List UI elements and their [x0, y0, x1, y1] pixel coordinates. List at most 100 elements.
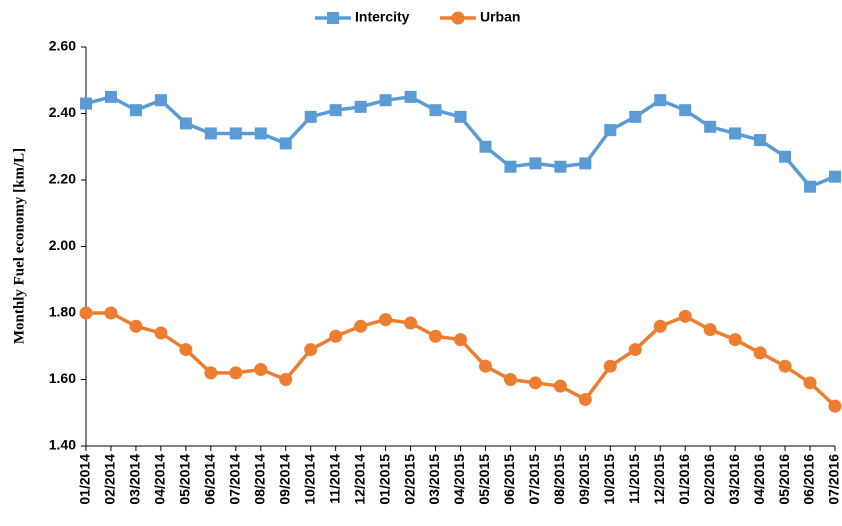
marker — [678, 309, 692, 323]
marker — [79, 306, 93, 320]
marker — [479, 140, 492, 153]
marker — [478, 359, 492, 373]
marker — [828, 399, 842, 413]
marker — [679, 104, 692, 117]
x-tick-label: 10/2015 — [601, 454, 617, 505]
marker — [80, 97, 92, 110]
marker — [578, 392, 592, 406]
marker — [279, 137, 292, 150]
marker — [703, 323, 717, 337]
series-line — [85, 95, 836, 189]
marker — [279, 373, 293, 386]
x-tick-label: 12/2014 — [351, 454, 367, 505]
marker — [504, 160, 517, 173]
marker — [653, 319, 667, 333]
x-tick-label: 08/2014 — [251, 454, 267, 505]
x-tick-label: 07/2015 — [526, 454, 542, 505]
y-tick-label: 2.60 — [49, 38, 76, 54]
marker — [379, 94, 392, 107]
x-tick-label: 03/2014 — [127, 454, 143, 505]
marker — [429, 104, 442, 117]
y-tick-label: 2.00 — [49, 237, 76, 253]
x-tick-label: 02/2014 — [102, 454, 118, 505]
y-tick-label: 1.80 — [49, 304, 76, 320]
marker — [104, 306, 118, 320]
x-tick-label: 05/2016 — [776, 454, 792, 505]
x-tick-label: 01/2016 — [676, 454, 692, 505]
x-tick-label: 12/2015 — [651, 454, 667, 505]
marker — [629, 110, 642, 123]
marker — [778, 359, 792, 373]
x-tick-label: 09/2014 — [276, 454, 292, 505]
marker — [728, 333, 742, 347]
marker — [451, 11, 465, 25]
marker — [804, 180, 817, 193]
marker — [354, 319, 368, 333]
x-tick-label: 07/2014 — [227, 454, 243, 505]
x-tick-label: 02/2016 — [701, 454, 717, 505]
marker — [179, 343, 193, 357]
marker — [254, 127, 267, 140]
marker — [579, 157, 592, 170]
marker — [104, 90, 117, 103]
legend-label: Urban — [480, 9, 520, 25]
marker — [329, 104, 342, 117]
marker — [654, 94, 667, 107]
marker — [354, 100, 367, 113]
x-tick-label: 01/2014 — [77, 454, 93, 505]
x-tick-label: 05/2015 — [476, 454, 492, 505]
x-tick-label: 01/2015 — [376, 454, 392, 505]
marker — [404, 316, 418, 330]
y-axis-label: Monthly Fuel economy [km/L] — [11, 148, 27, 344]
marker — [129, 319, 143, 333]
x-tick-label: 08/2015 — [551, 454, 567, 505]
marker — [503, 373, 517, 386]
marker — [229, 127, 242, 140]
y-tick-label: 1.40 — [49, 437, 76, 453]
marker — [327, 12, 339, 24]
marker — [704, 120, 717, 133]
x-tick-label: 04/2015 — [451, 454, 467, 505]
x-tick-label: 04/2016 — [751, 454, 767, 505]
marker — [379, 313, 393, 327]
x-tick-label: 06/2016 — [801, 454, 817, 505]
marker — [803, 376, 817, 390]
x-tick-label: 09/2015 — [576, 454, 592, 505]
x-tick-label: 07/2016 — [826, 454, 842, 505]
marker — [254, 363, 268, 377]
x-tick-label: 10/2014 — [301, 454, 317, 505]
x-tick-label: 06/2015 — [501, 454, 517, 505]
x-tick-label: 11/2014 — [326, 454, 342, 504]
marker — [179, 117, 192, 130]
marker — [528, 376, 542, 390]
x-tick-label: 06/2014 — [202, 454, 218, 505]
marker — [204, 127, 217, 140]
marker — [454, 110, 467, 123]
y-tick-label: 2.20 — [49, 171, 76, 187]
marker — [204, 366, 218, 380]
marker — [154, 94, 167, 107]
marker — [129, 104, 142, 117]
y-tick-label: 1.60 — [49, 370, 76, 386]
marker — [729, 127, 742, 140]
marker — [753, 346, 767, 360]
x-tick-label: 02/2015 — [401, 454, 417, 505]
x-tick-label: 04/2014 — [152, 454, 168, 505]
series-line — [86, 311, 837, 408]
x-tick-label: 11/2015 — [626, 454, 642, 504]
marker — [754, 134, 767, 147]
marker — [304, 343, 318, 357]
marker — [829, 170, 841, 183]
marker — [553, 379, 567, 393]
x-tick-label: 03/2016 — [726, 454, 742, 505]
marker — [779, 150, 792, 163]
marker — [304, 110, 317, 123]
marker — [429, 329, 443, 343]
y-tick-label: 2.40 — [49, 104, 76, 120]
marker — [454, 333, 467, 347]
legend-label: Intercity — [355, 9, 410, 25]
marker — [604, 124, 617, 137]
marker — [554, 160, 567, 173]
marker — [329, 329, 343, 343]
